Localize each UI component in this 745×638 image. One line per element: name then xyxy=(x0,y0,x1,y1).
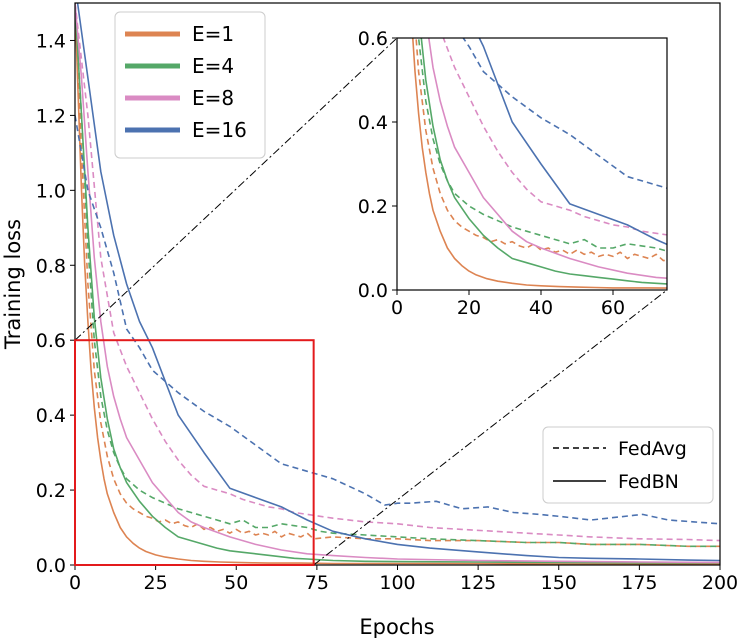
x-tick-label: 200 xyxy=(702,572,738,594)
main-axes: 0 25 50 75 100 125 150 175 2000.00.20.40.60.81.0… xyxy=(36,30,738,594)
connector-line-top xyxy=(74,37,398,341)
y-tick-label: 1.4 xyxy=(36,30,66,52)
inset-series-line-e8-fedavg xyxy=(442,38,667,236)
y-tick-label: 0.4 xyxy=(36,405,66,427)
y-tick-label: 0.0 xyxy=(36,555,66,577)
main-plot-lines xyxy=(75,3,720,565)
x-tick-label: 0 xyxy=(69,572,81,594)
y-tick-label: 1.2 xyxy=(36,105,66,127)
inset-axes: 0 20 40 60 0.0 0.2 0.4 0.6 xyxy=(358,28,625,319)
main-series-line-e1-fedavg xyxy=(75,3,720,548)
inset-frame xyxy=(396,37,668,291)
y-tick-label: 1.0 xyxy=(36,180,66,202)
inset-x-tick-label: 40 xyxy=(529,297,553,319)
linestyle-legend-frame xyxy=(542,426,714,504)
inset-series-line-e16-fedavg xyxy=(462,38,667,189)
x-axis-label: Epochs xyxy=(359,615,434,638)
y-tick-label: 0.8 xyxy=(36,255,66,277)
inset-y-tick-label: 0.0 xyxy=(358,280,388,302)
inset-x-tick-label: 60 xyxy=(601,297,625,319)
x-tick-label: 175 xyxy=(621,572,657,594)
inset-x-tick-label: 20 xyxy=(457,297,481,319)
style-legend-label: FedAvg xyxy=(618,438,687,460)
inset-series-line-e16-fedbn xyxy=(478,38,667,246)
x-tick-label: 25 xyxy=(144,572,168,594)
zoom-region-box xyxy=(74,339,315,567)
zoom-connector-lines xyxy=(74,37,668,566)
legend-label: E=8 xyxy=(192,86,234,110)
linestyle-legend: FedAvg FedBN xyxy=(542,426,714,504)
legend-label: E=4 xyxy=(192,54,234,78)
x-tick-label: 150 xyxy=(541,572,577,594)
connector-line-bottom xyxy=(313,289,668,566)
style-legend-label: FedBN xyxy=(618,471,679,493)
inset-series-line-e4-fedavg xyxy=(417,38,667,252)
main-series-line-e8-fedavg xyxy=(75,3,720,542)
x-tick-label: 50 xyxy=(224,572,248,594)
y-axis-label: Training loss xyxy=(1,219,25,350)
inset-zoom-plot: 0 20 40 60 0.0 0.2 0.4 0.6 xyxy=(358,28,668,319)
main-series-line-e16-fedavg xyxy=(75,115,720,525)
legend-label: E=1 xyxy=(192,22,234,46)
x-tick-label: 125 xyxy=(460,572,496,594)
inset-series-line-e4-fedbn xyxy=(420,38,667,285)
inset-series-line-e1-fedbn xyxy=(411,38,667,289)
inset-y-tick-label: 0.2 xyxy=(358,196,388,218)
inset-y-tick-label: 0.4 xyxy=(358,112,388,134)
main-series-line-e1-fedbn xyxy=(75,3,720,565)
main-series-line-e4-fedbn xyxy=(75,3,720,564)
main-series-line-e16-fedbn xyxy=(76,3,720,562)
color-legend: E=1 E=4 E=8 E=16 xyxy=(114,11,266,159)
inset-background xyxy=(397,38,667,290)
color-legend-frame xyxy=(114,11,266,159)
inset-series-line-e8-fedbn xyxy=(427,38,667,279)
inset-plot-lines xyxy=(411,38,667,289)
inset-x-tick-label: 0 xyxy=(391,297,403,319)
x-tick-label: 100 xyxy=(379,572,415,594)
main-series-line-e4-fedavg xyxy=(75,3,720,548)
main-series-line-e8-fedbn xyxy=(75,3,720,564)
inset-y-tick-label: 0.6 xyxy=(358,28,388,50)
y-tick-label: 0.2 xyxy=(36,480,66,502)
y-tick-label: 0.6 xyxy=(36,330,66,352)
legend-label: E=16 xyxy=(192,118,247,142)
x-tick-label: 75 xyxy=(305,572,329,594)
